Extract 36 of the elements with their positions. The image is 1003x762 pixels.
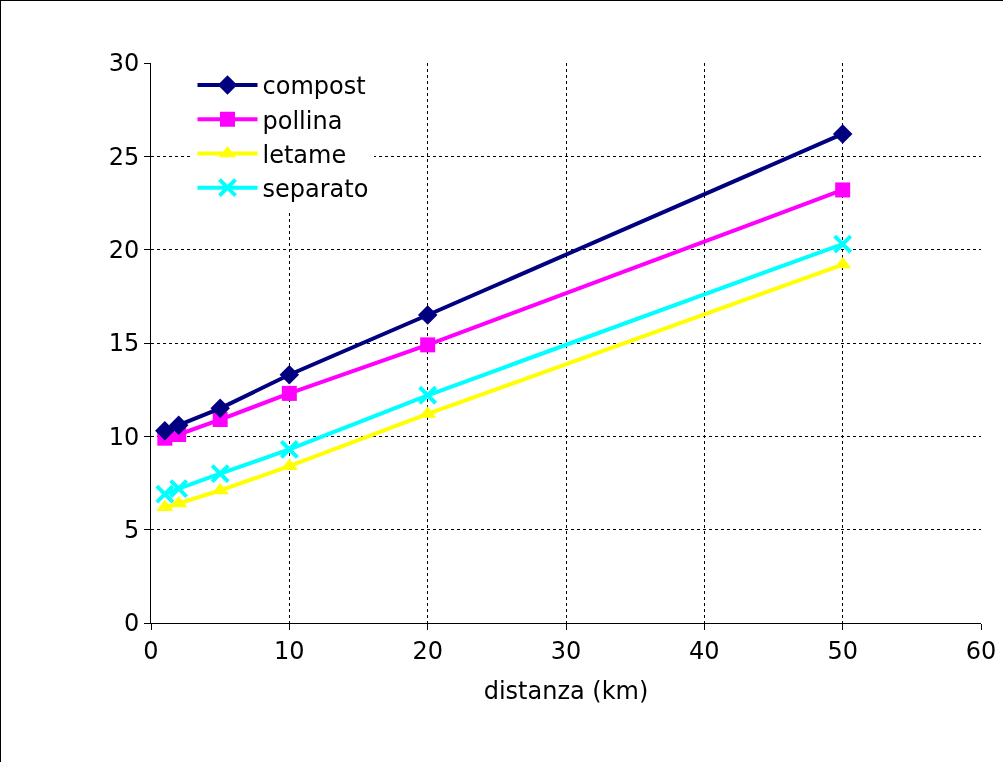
- x-tick-label: 50: [827, 636, 858, 665]
- point: [281, 385, 297, 401]
- x-tick-label: 10: [274, 636, 305, 665]
- x-tick-label: 40: [689, 636, 720, 665]
- y-tick-label: 10: [108, 422, 140, 451]
- point: [832, 234, 853, 255]
- point: [154, 484, 175, 505]
- y-tick-label: 25: [108, 142, 140, 171]
- point: [210, 398, 230, 419]
- x-tick-label: 0: [143, 636, 159, 665]
- point: [420, 337, 436, 353]
- point: [168, 415, 189, 435]
- point: [168, 478, 189, 499]
- point: [211, 482, 229, 495]
- x-tick-label: 20: [412, 636, 443, 665]
- y-tick-label: 30: [108, 49, 140, 78]
- y-tick-label: 5: [123, 516, 140, 545]
- point: [417, 305, 438, 325]
- y-tick-label: 20: [108, 236, 140, 265]
- point: [832, 124, 853, 144]
- point: [156, 499, 174, 512]
- point: [155, 420, 175, 441]
- point: [279, 439, 300, 460]
- legend-label: letame: [262, 140, 347, 169]
- point: [210, 463, 231, 484]
- x-tick-label: 30: [550, 636, 582, 665]
- legend-label: separato: [262, 175, 369, 204]
- point: [835, 182, 851, 198]
- legend-label: pollina: [262, 106, 343, 135]
- legend-label: compost: [262, 72, 366, 101]
- x-tick-label: 60: [965, 636, 997, 665]
- y-tick-label: 15: [108, 329, 140, 358]
- x-axis-title: distanza (km): [483, 677, 649, 706]
- point: [417, 385, 438, 406]
- y-tick-label: 0: [123, 609, 140, 638]
- point: [279, 364, 300, 385]
